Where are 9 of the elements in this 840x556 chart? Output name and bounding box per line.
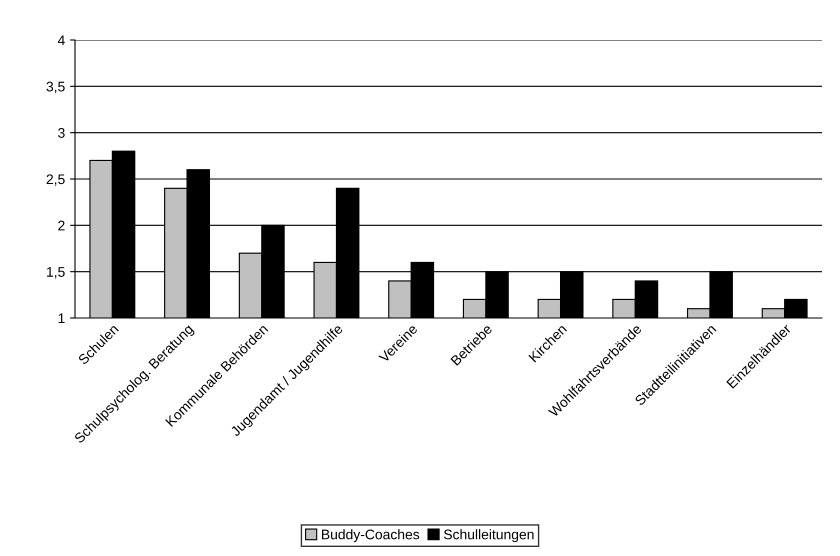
y-tick-label: 1 xyxy=(58,313,65,324)
y-tick-label: 4 xyxy=(58,35,65,46)
y-tick-label: 3,5 xyxy=(46,82,65,94)
legend-label: Schulleitungen xyxy=(444,529,534,542)
legend-label: Buddy-Coaches xyxy=(322,529,420,542)
y-tick-label: 1,5 xyxy=(47,267,65,278)
y-tick-label: 3 xyxy=(58,128,65,138)
y-tick-label: 2 xyxy=(58,220,65,230)
y-tick-label: 2,5 xyxy=(46,174,65,186)
